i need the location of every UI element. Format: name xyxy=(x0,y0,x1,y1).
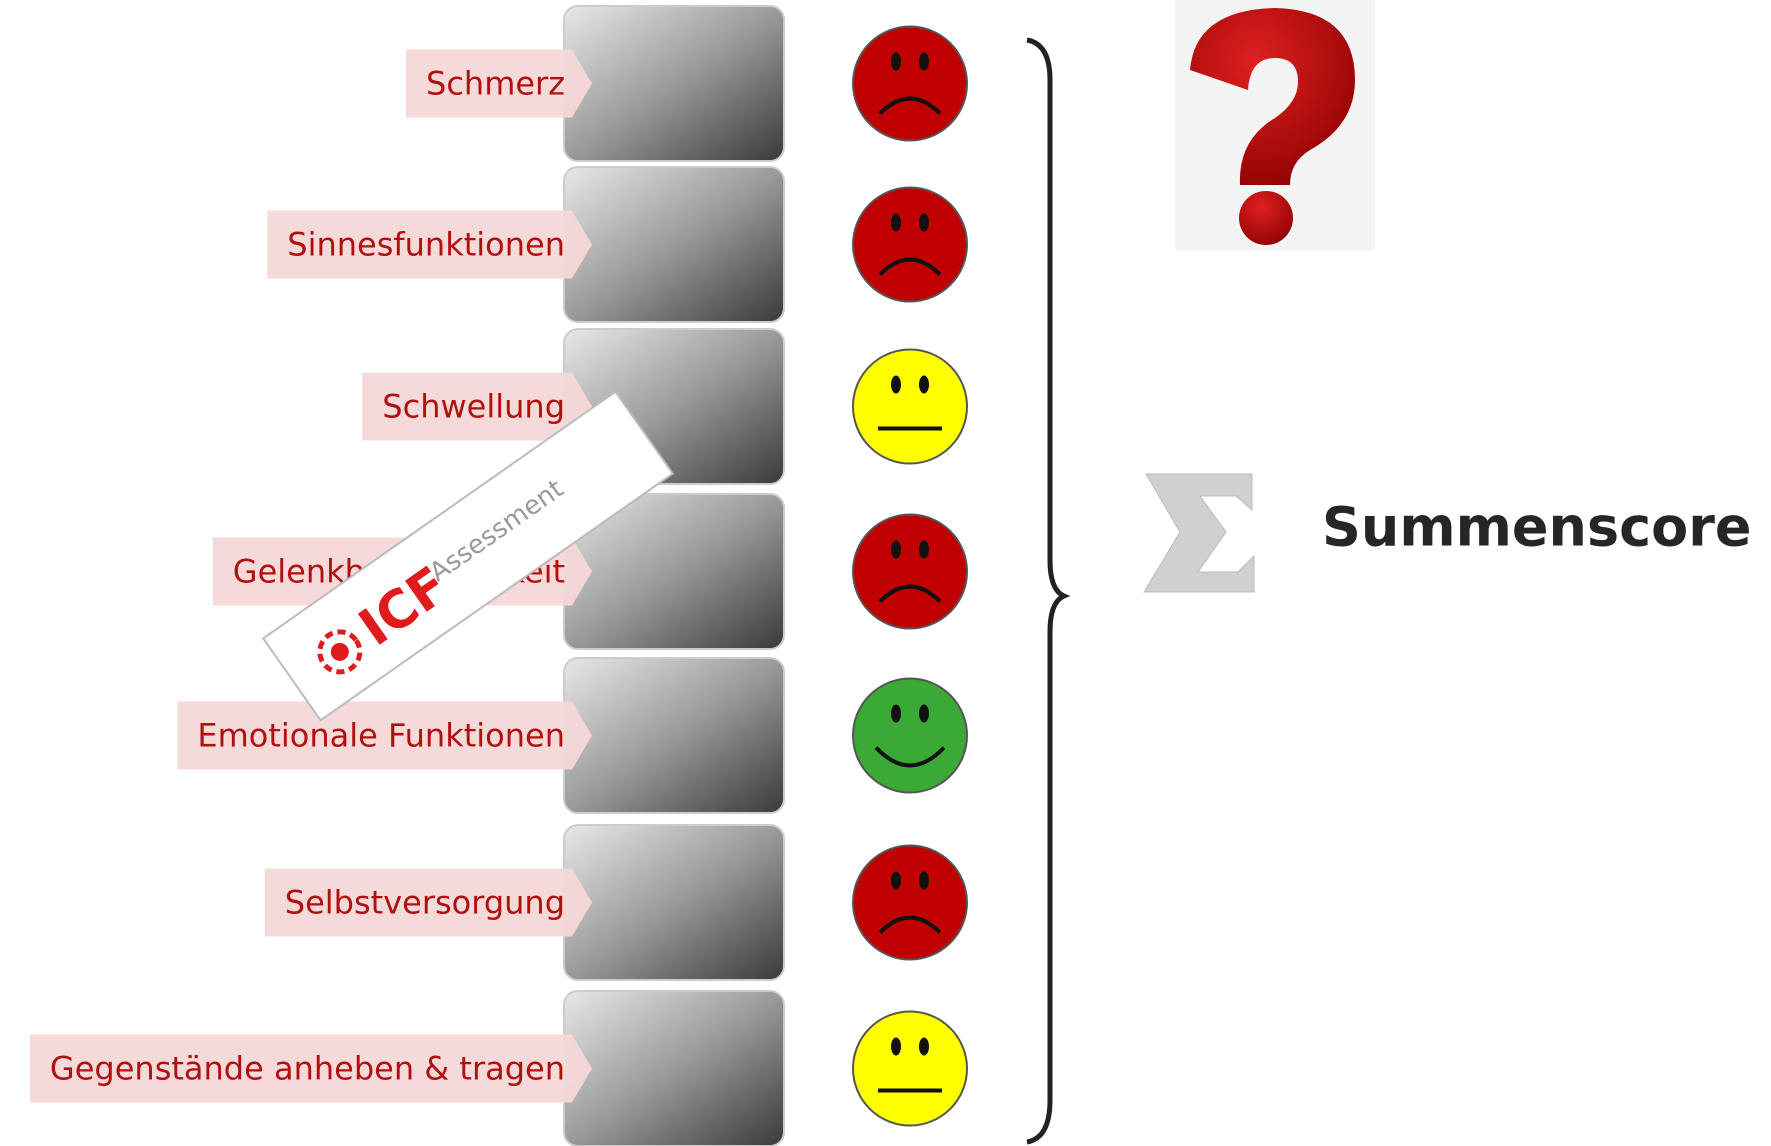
rating-face xyxy=(853,1012,967,1126)
eye xyxy=(919,541,929,559)
eye xyxy=(891,53,901,71)
eye xyxy=(891,541,901,559)
eye xyxy=(891,376,901,394)
eye xyxy=(891,1038,901,1056)
eye xyxy=(919,1038,929,1056)
row-label: Gegenstände anheben & tragen xyxy=(50,1050,565,1088)
eye xyxy=(919,53,929,71)
eye xyxy=(919,705,929,723)
row-image xyxy=(564,6,784,161)
brace xyxy=(1027,40,1064,1142)
eye xyxy=(891,214,901,232)
eye xyxy=(919,376,929,394)
summary-label: Summenscore xyxy=(1322,496,1751,559)
row-label: Selbstversorgung xyxy=(285,884,565,922)
question-mark xyxy=(1175,0,1375,250)
diagram: SchmerzSinnesfunktionenSchwellungGelenkb… xyxy=(0,0,1771,1146)
row-label: Schmerz xyxy=(426,65,565,103)
rating-face xyxy=(853,188,967,302)
row-image xyxy=(564,991,784,1146)
rating-face xyxy=(853,515,967,629)
row-image xyxy=(564,825,784,980)
rating-face xyxy=(853,846,967,960)
rating-face xyxy=(853,350,967,464)
sigma-icon xyxy=(1144,474,1254,592)
row-label: Schwellung xyxy=(382,388,565,426)
eye xyxy=(891,705,901,723)
row-label: Emotionale Funktionen xyxy=(197,717,565,755)
row-label: Sinnesfunktionen xyxy=(287,226,565,264)
row-image xyxy=(564,167,784,322)
rating-face xyxy=(853,27,967,141)
rating-face xyxy=(853,679,967,793)
eye xyxy=(919,872,929,890)
eye xyxy=(919,214,929,232)
eye xyxy=(891,872,901,890)
row-image xyxy=(564,658,784,813)
